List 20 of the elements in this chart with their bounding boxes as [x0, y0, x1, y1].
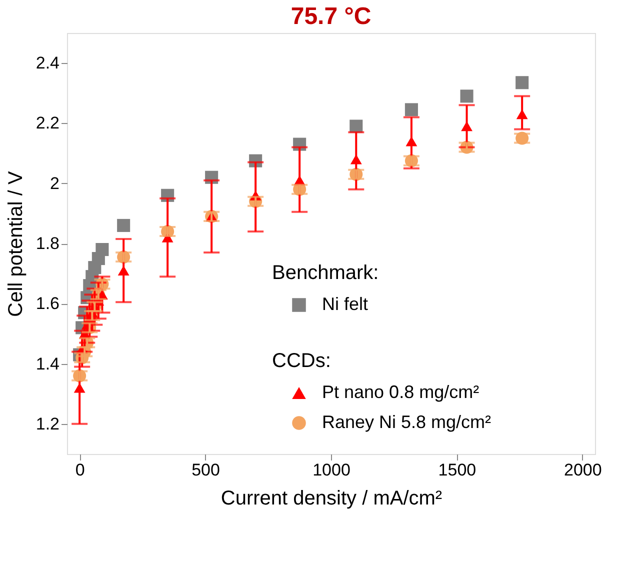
y-tick-label: 2.2 — [36, 114, 60, 133]
legend-label: Raney Ni 5.8 mg/cm² — [322, 412, 492, 432]
y-tick-label: 2.4 — [36, 54, 60, 73]
y-tick-label: 1.4 — [36, 354, 60, 374]
x-tick-label: 0 — [75, 460, 85, 480]
x-tick-label: 1000 — [312, 460, 350, 480]
legend-label: Ni felt — [322, 294, 368, 314]
legend-label: Pt nano 0.8 mg/cm² — [322, 382, 480, 402]
x-tick-label: 2000 — [564, 460, 602, 480]
x-tick-label: 500 — [192, 460, 220, 480]
x-axis-title: Current density / mA/cm² — [220, 488, 442, 510]
y-tick-label: 1.6 — [36, 294, 60, 314]
y-axis-title: Cell potential / V — [4, 170, 27, 317]
y-tick-label: 1.8 — [36, 234, 60, 253]
y-tick-label: 2 — [50, 174, 60, 193]
annotation: CCDs: — [272, 350, 331, 372]
chart-title: 75.7 °C — [290, 3, 372, 30]
x-tick-label: 1500 — [438, 460, 476, 480]
y-tick-label: 1.2 — [36, 414, 60, 434]
annotation: Benchmark: — [272, 262, 379, 284]
